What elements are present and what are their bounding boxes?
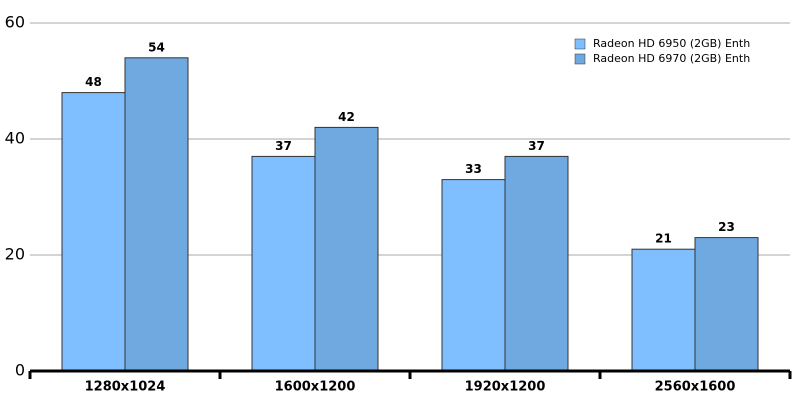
- bar: [314, 126, 379, 372]
- data-label: 48: [85, 75, 102, 89]
- y-tick-label: 20: [5, 245, 25, 264]
- y-tick-label: 40: [5, 129, 25, 148]
- legend-label: Radeon HD 6970 (2GB) Enth: [593, 52, 750, 65]
- x-tick-label: 2560x1600: [655, 380, 736, 395]
- x-tick-label: 1920x1200: [465, 380, 546, 395]
- x-tick-label: 1600x1200: [275, 380, 356, 395]
- legend-swatch: [574, 38, 586, 50]
- bar: [441, 179, 506, 372]
- bar: [631, 248, 696, 372]
- data-label: 54: [148, 40, 165, 54]
- y-tick-label: 60: [5, 13, 25, 32]
- x-tick-label: 1280x1024: [85, 380, 166, 395]
- legend-swatch: [574, 53, 586, 65]
- bar: [61, 92, 126, 372]
- bar: [694, 237, 759, 372]
- data-label: 33: [465, 162, 482, 176]
- data-label: 23: [718, 220, 735, 234]
- bar: [504, 155, 569, 372]
- data-label: 21: [655, 232, 672, 246]
- data-label: 37: [275, 139, 292, 153]
- y-tick-label: 0: [15, 361, 25, 380]
- data-label: 37: [528, 139, 545, 153]
- legend-label: Radeon HD 6950 (2GB) Enth: [593, 37, 750, 50]
- bar: [124, 57, 189, 372]
- bar: [251, 155, 316, 372]
- data-label: 42: [338, 110, 355, 124]
